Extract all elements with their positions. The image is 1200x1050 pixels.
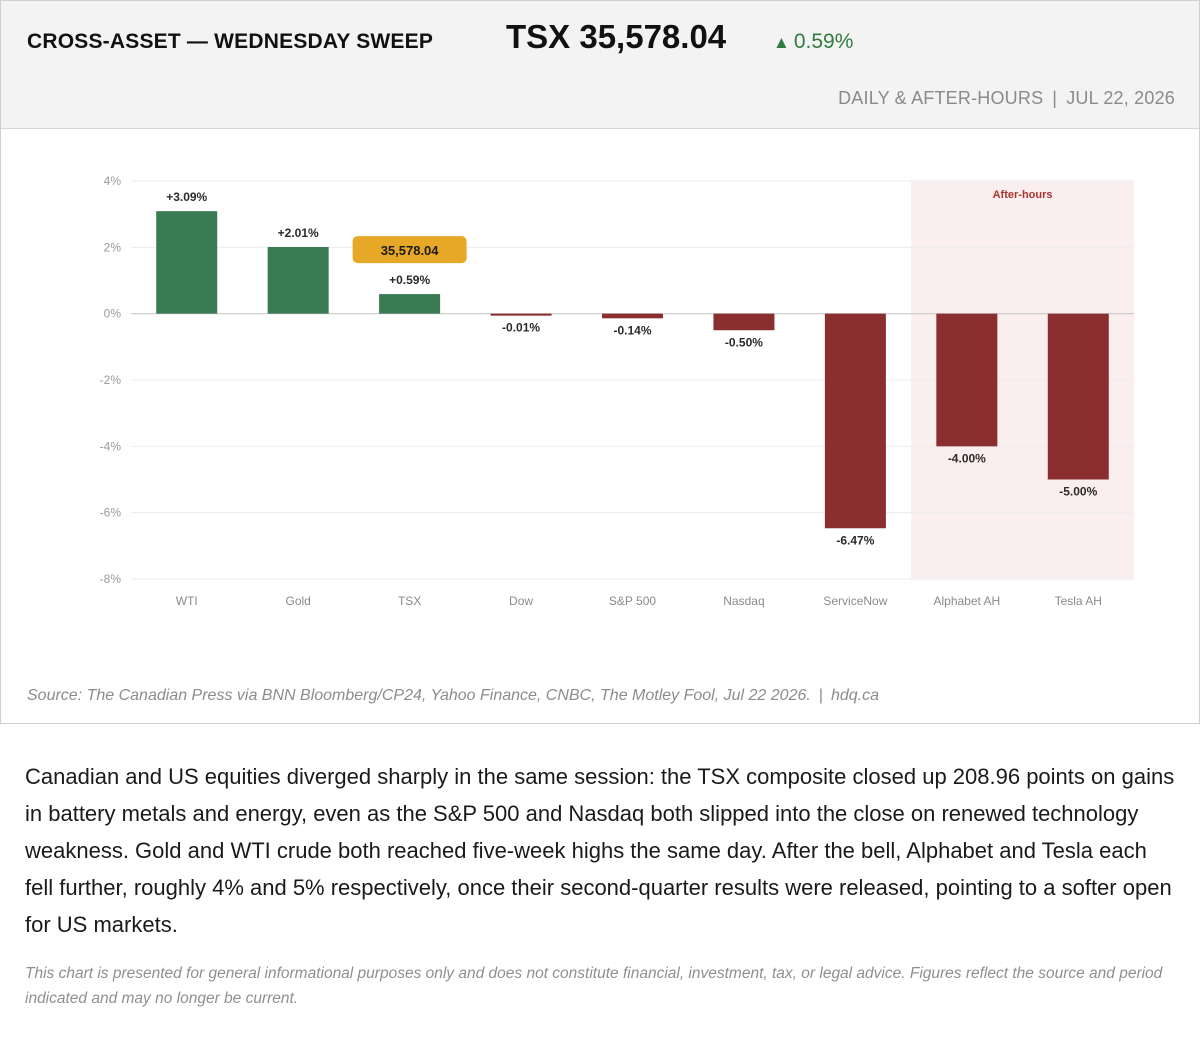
site-name: hdq.ca xyxy=(830,687,880,704)
y-tick-label: -8% xyxy=(100,572,122,586)
commentary-paragraph: Canadian and US equities diverged sharpl… xyxy=(25,764,1175,937)
data-label: +3.09% xyxy=(166,190,207,204)
source-separator: | xyxy=(818,687,823,704)
y-tick-label: -2% xyxy=(100,373,122,387)
bar-nasdaq xyxy=(713,313,775,331)
tsx-callout-text: 35,578.04 xyxy=(381,243,440,258)
period-label: DAILY & AFTER-HOURS xyxy=(838,88,1044,108)
bar-tesla-ah xyxy=(1047,313,1109,480)
data-label: +2.01% xyxy=(278,226,319,240)
separator: | xyxy=(1052,88,1058,108)
x-tick-label: Nasdaq xyxy=(723,594,764,608)
bar-tsx xyxy=(379,294,441,314)
data-label: -0.14% xyxy=(613,323,651,337)
x-tick-label: Tesla AH xyxy=(1055,594,1102,608)
x-tick-label: Alphabet AH xyxy=(933,594,1000,608)
after-hours-label: After-hours xyxy=(993,189,1053,201)
bar-servicenow xyxy=(824,313,886,529)
bar-alphabet-ah xyxy=(936,313,998,447)
y-tick-label: 2% xyxy=(104,240,122,254)
data-label: -0.50% xyxy=(725,335,763,349)
bar-chart: After-hours 4% 2% 0% -2% -4% -6% -8% +3.09% WTI +2… xyxy=(100,174,1134,608)
tsx-callout-badge xyxy=(352,236,467,264)
source-text: Source: The Canadian Press via BNN Bloom… xyxy=(27,687,811,704)
period-date-line: DAILY & AFTER-HOURS | JUL 22, 2026 xyxy=(838,88,1175,109)
source-line: Source: The Canadian Press via BNN Bloom… xyxy=(27,687,879,705)
x-tick-label: TSX xyxy=(398,594,421,608)
disclaimer: This chart is presented for general info… xyxy=(25,965,1163,1007)
chart-card: CROSS-ASSET — WEDNESDAY SWEEP TSX 35,578… xyxy=(0,0,1200,724)
x-tick-label: ServiceNow xyxy=(823,594,887,608)
bar-dow xyxy=(490,313,552,316)
y-tick-label: -4% xyxy=(100,439,122,453)
data-label: -4.00% xyxy=(948,451,986,465)
chart-title: CROSS-ASSET — WEDNESDAY SWEEP xyxy=(27,30,434,53)
x-tick-label: Dow xyxy=(509,594,533,608)
x-tick-label: Gold xyxy=(285,594,310,608)
x-tick-label: S&P 500 xyxy=(609,594,656,608)
bar-s-p-500 xyxy=(602,313,663,319)
x-tick-label: WTI xyxy=(176,594,198,608)
bar-gold xyxy=(267,247,329,314)
up-arrow-icon: ▲ xyxy=(773,33,790,52)
data-label: -5.00% xyxy=(1059,485,1097,499)
y-tick-label: -6% xyxy=(100,506,122,520)
data-label: +0.59% xyxy=(389,273,430,287)
index-change-value: 0.59% xyxy=(793,30,854,53)
data-label: -0.01% xyxy=(502,321,540,335)
y-tick-label: 4% xyxy=(104,174,122,188)
y-tick-label: 0% xyxy=(104,307,122,321)
index-value: TSX 35,578.04 xyxy=(506,18,727,55)
bar-wti xyxy=(156,211,218,314)
date-label: JUL 22, 2026 xyxy=(1066,88,1175,108)
data-label: -6.47% xyxy=(836,533,874,547)
chart-header: CROSS-ASSET — WEDNESDAY SWEEP TSX 35,578… xyxy=(1,1,1199,129)
index-change: ▲ 0.59% xyxy=(773,30,853,54)
